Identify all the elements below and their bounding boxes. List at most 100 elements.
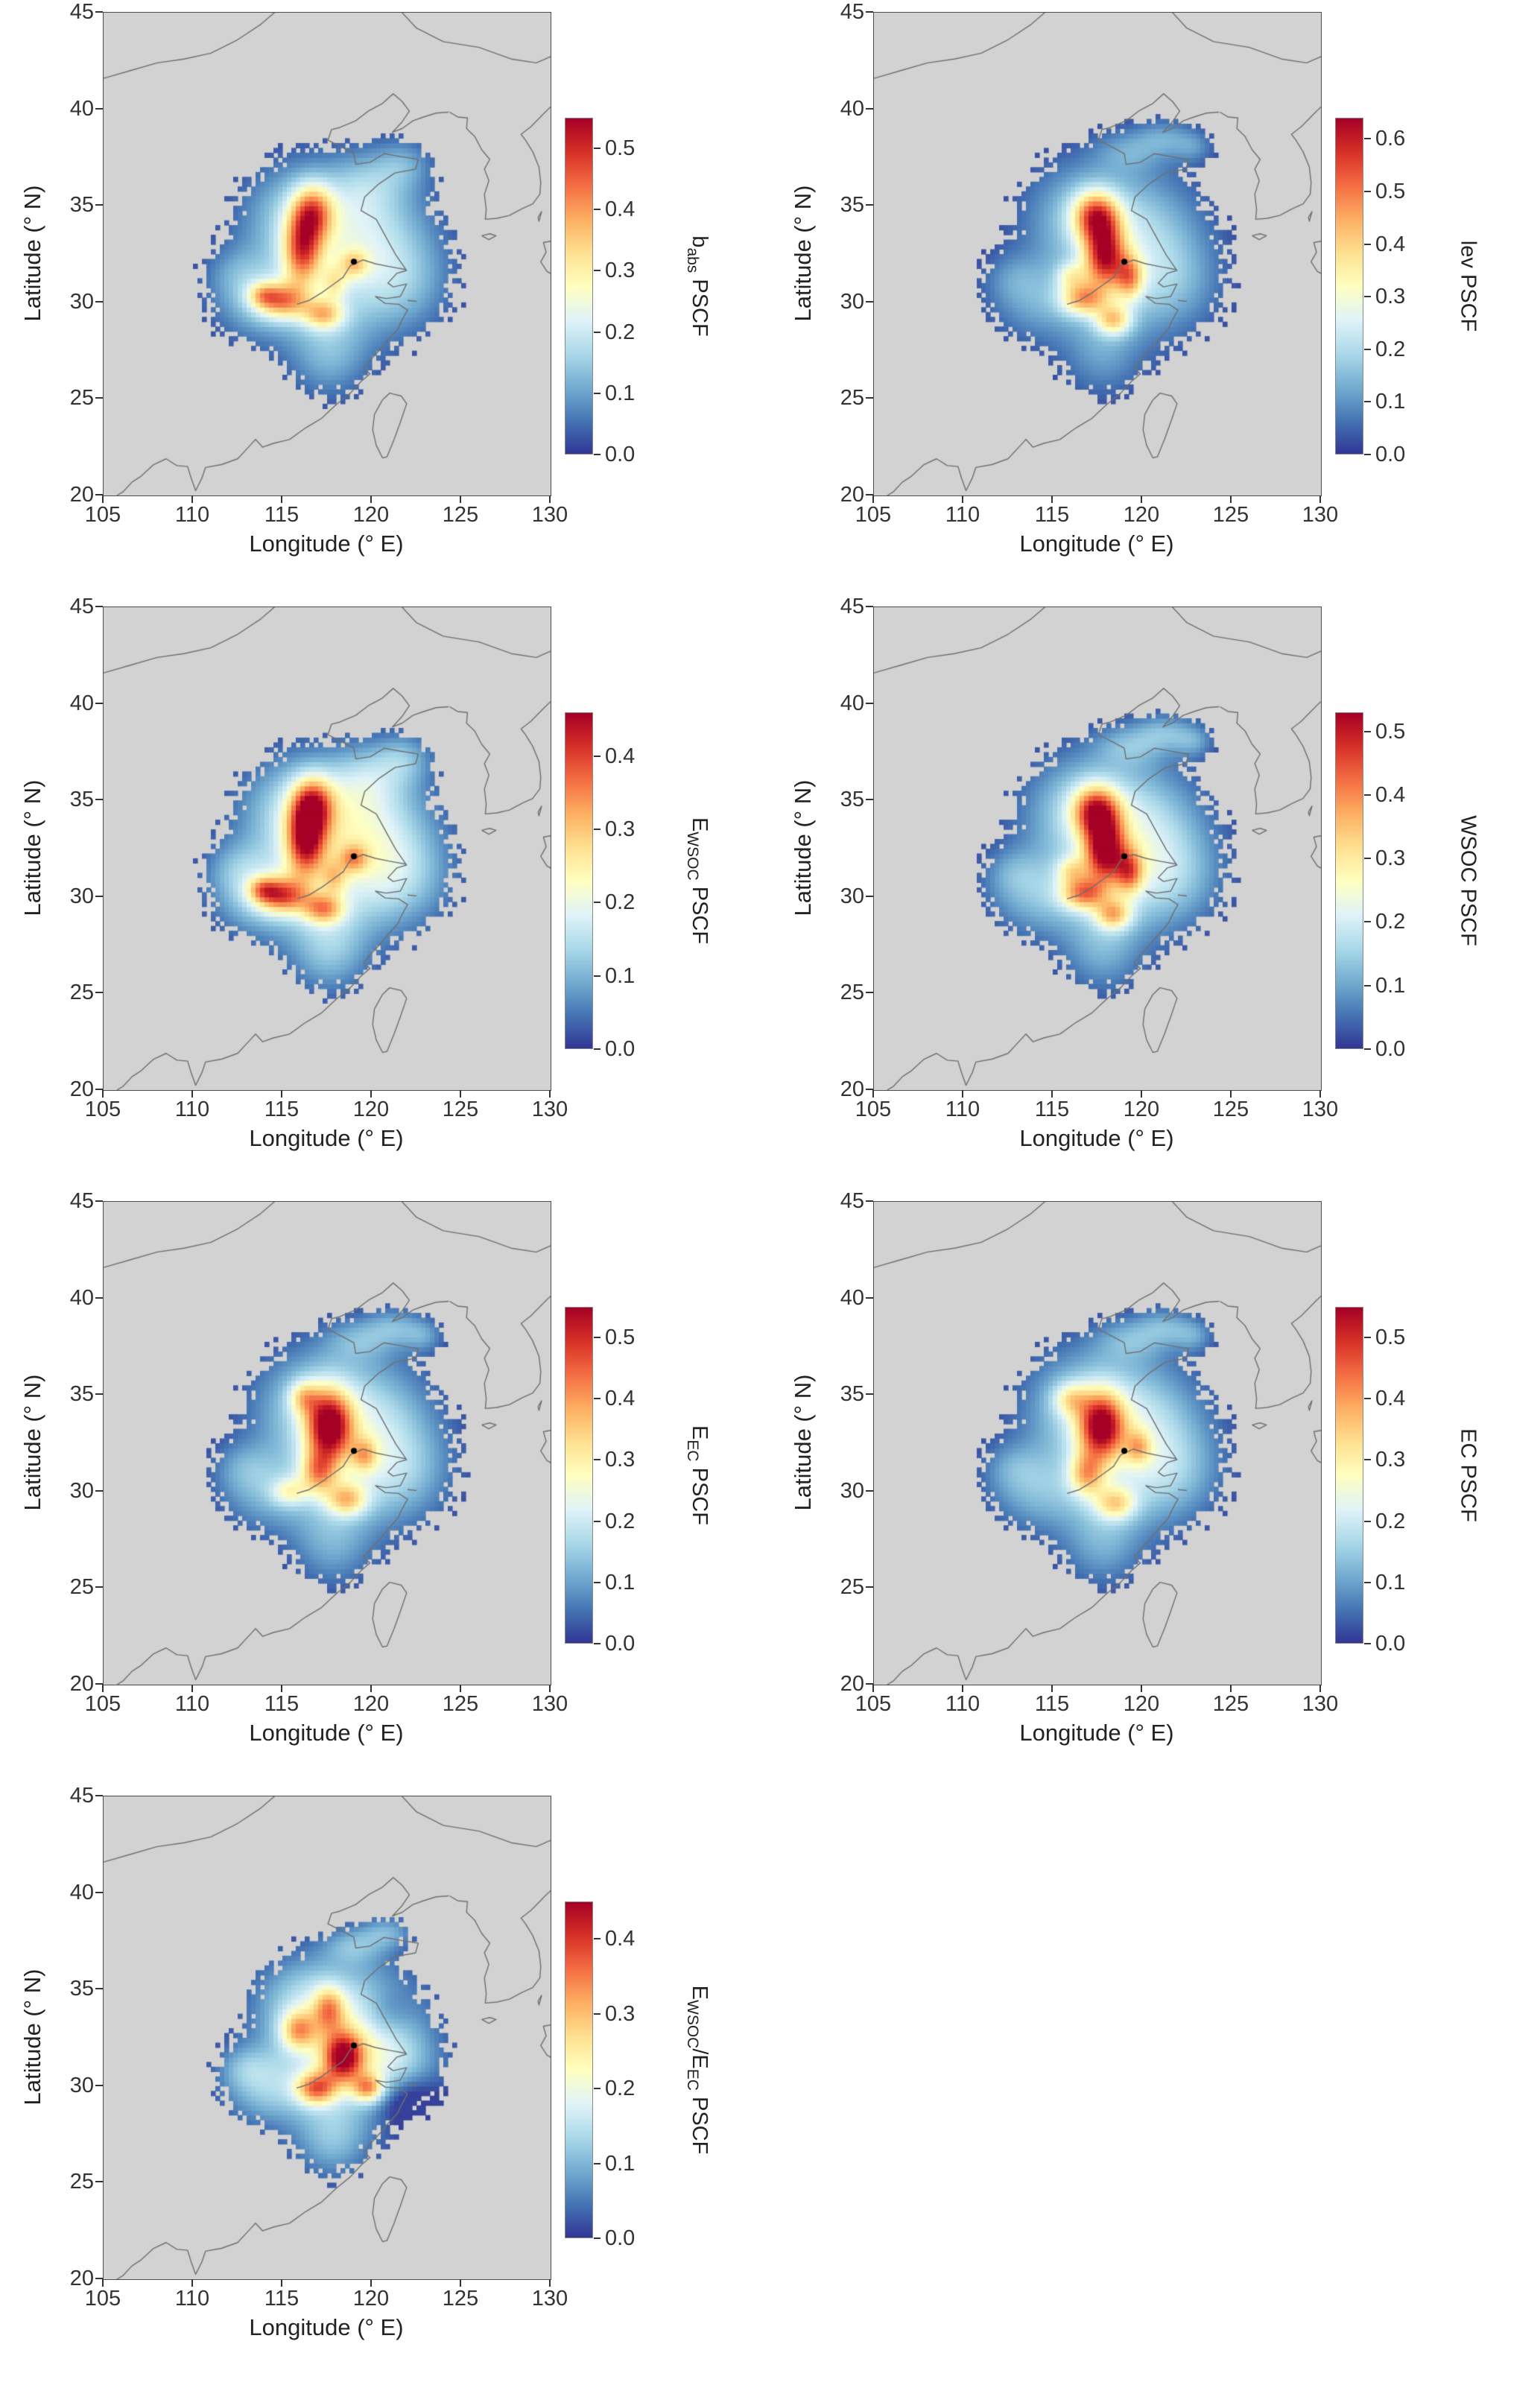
y-tick-mark xyxy=(866,494,873,495)
x-tick-mark xyxy=(962,1685,963,1692)
colorbar-tick-label: 0.1 xyxy=(1375,1570,1406,1594)
colorbar-gradient xyxy=(565,712,593,1049)
colorbar-tick-label: 0.3 xyxy=(605,2001,636,2026)
y-tick-label: 20 xyxy=(840,483,864,507)
colorbar-tick-label: 0.6 xyxy=(1375,127,1406,151)
pscf-panel-ewsoc-pscf: Latitude (° N) Longitude (° E) EWSOC PSC… xyxy=(12,595,764,1191)
x-tick-mark xyxy=(549,2279,551,2287)
y-tick-label: 45 xyxy=(69,0,94,24)
y-tick-label: 40 xyxy=(69,1285,94,1310)
map-plot xyxy=(103,12,551,496)
colorbar-tick-mark xyxy=(594,2237,601,2239)
map-plot xyxy=(873,1201,1322,1685)
pscf-map-canvas xyxy=(873,1201,1322,1685)
colorbar-gradient xyxy=(565,1307,593,1644)
map-plot xyxy=(873,606,1322,1091)
y-tick-label: 25 xyxy=(840,1575,864,1600)
colorbar-tick-mark xyxy=(1364,1398,1371,1400)
colorbar-label: EC PSCF xyxy=(1456,1428,1480,1522)
y-tick-mark xyxy=(95,992,103,994)
y-tick-mark xyxy=(866,1393,873,1396)
y-tick-label: 25 xyxy=(69,1575,94,1600)
colorbar-tick-label: 0.1 xyxy=(605,2151,636,2176)
y-tick-label: 20 xyxy=(69,1077,94,1101)
x-tick-label: 125 xyxy=(442,503,479,527)
colorbar-tick-mark xyxy=(1364,296,1371,298)
colorbar-tick-mark xyxy=(594,2012,601,2015)
colorbar-tick-label: 0.0 xyxy=(1375,1037,1406,1061)
x-tick-mark xyxy=(191,1685,193,1692)
x-tick-label: 120 xyxy=(352,2287,390,2311)
y-tick-label: 35 xyxy=(69,193,94,218)
x-tick-mark xyxy=(102,2279,104,2287)
y-tick-mark xyxy=(95,1393,103,1396)
x-tick-mark xyxy=(460,2279,461,2287)
y-tick-label: 25 xyxy=(840,981,864,1005)
x-tick-mark xyxy=(191,1090,193,1098)
y-tick-mark xyxy=(866,992,873,994)
colorbar-tick-label: 0.5 xyxy=(1375,1326,1406,1350)
x-tick-label: 120 xyxy=(352,503,390,527)
colorbar-tick-mark xyxy=(1364,1643,1371,1644)
x-tick-label: 130 xyxy=(1302,503,1339,527)
pscf-panel-wsoc-pscf: Latitude (° N) Longitude (° E) WSOC PSCF… xyxy=(782,595,1535,1191)
map-plot xyxy=(103,606,551,1091)
colorbar-label-text: E xyxy=(687,1425,712,1440)
x-tick-label: 130 xyxy=(1302,1098,1339,1121)
x-tick-mark xyxy=(370,2279,372,2287)
y-tick-label: 45 xyxy=(69,1189,94,1213)
colorbar-tick-label: 0.0 xyxy=(605,443,636,466)
colorbar-tick-label: 0.3 xyxy=(605,817,636,842)
x-tick-label: 105 xyxy=(84,1692,121,1716)
x-tick-label: 110 xyxy=(945,503,980,527)
x-tick-label: 130 xyxy=(531,1098,568,1121)
colorbar-tick-label: 0.4 xyxy=(605,744,636,768)
colorbar-tick-mark xyxy=(1364,190,1371,192)
x-tick-label: 130 xyxy=(1302,1692,1339,1716)
colorbar-tick-mark xyxy=(594,148,601,150)
colorbar-label-text: E xyxy=(687,817,712,832)
x-tick-label: 120 xyxy=(1123,1098,1160,1121)
x-tick-label: 110 xyxy=(174,503,210,527)
x-tick-label: 110 xyxy=(174,1692,210,1716)
colorbar-tick-label: 0.4 xyxy=(1375,232,1406,256)
colorbar-tick-label: 0.4 xyxy=(605,1387,636,1411)
colorbar-tick-mark xyxy=(594,1938,601,1940)
colorbar-tick-mark xyxy=(594,1520,601,1522)
colorbar-tick-mark xyxy=(594,1398,601,1400)
x-tick-label: 125 xyxy=(1212,503,1249,527)
colorbar-label: EWSOC PSCF xyxy=(683,817,712,944)
y-tick-mark xyxy=(95,300,103,303)
colorbar-tick-mark xyxy=(594,270,601,272)
colorbar-tick-mark xyxy=(594,829,601,831)
x-tick-label: 110 xyxy=(174,1098,210,1121)
colorbar-tick-mark xyxy=(594,392,601,394)
x-tick-mark xyxy=(1319,1090,1321,1098)
y-tick-label: 30 xyxy=(69,2073,94,2097)
colorbar-tick-label: 0.1 xyxy=(605,1570,636,1594)
y-tick-mark xyxy=(95,1891,103,1893)
colorbar-tick-label: 0.0 xyxy=(605,1037,636,1061)
colorbar-label: EWSOC/EEC PSCF xyxy=(683,1986,712,2155)
y-tick-label: 30 xyxy=(69,1478,94,1503)
x-tick-label: 110 xyxy=(174,2287,210,2311)
x-tick-mark xyxy=(460,1090,461,1098)
y-tick-mark xyxy=(95,1089,103,1090)
colorbar-tick-label: 0.2 xyxy=(1375,1509,1406,1533)
y-tick-label: 35 xyxy=(840,1382,864,1407)
x-tick-label: 115 xyxy=(264,503,300,527)
y-tick-label: 30 xyxy=(840,1478,864,1503)
colorbar-label-text: PSCF xyxy=(687,2090,712,2155)
y-tick-label: 30 xyxy=(840,289,864,314)
colorbar-label-text: WSOC xyxy=(684,832,702,881)
y-tick-label: 35 xyxy=(69,788,94,812)
y-tick-label: 40 xyxy=(840,96,864,121)
colorbar-tick-mark xyxy=(594,902,601,904)
y-tick-label: 25 xyxy=(69,386,94,411)
y-tick-label: 35 xyxy=(840,788,864,812)
x-axis-label: Longitude (° E) xyxy=(249,531,404,557)
colorbar-label-text: lev PSCF xyxy=(1456,240,1480,332)
x-tick-label: 105 xyxy=(855,1692,892,1716)
y-tick-mark xyxy=(866,397,873,399)
y-tick-mark xyxy=(95,2278,103,2279)
